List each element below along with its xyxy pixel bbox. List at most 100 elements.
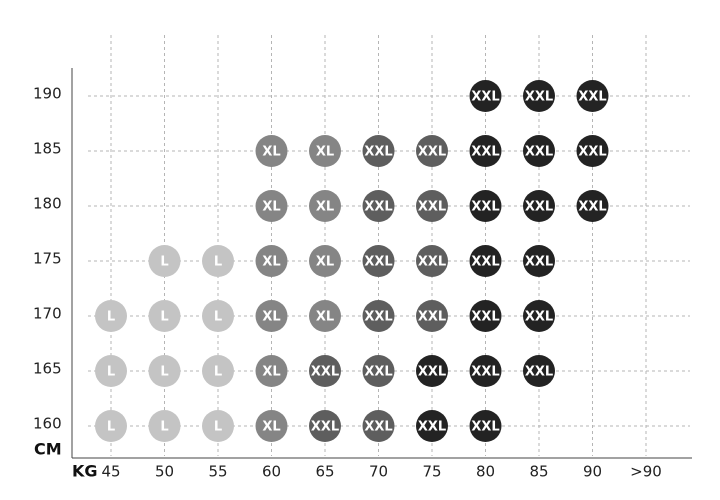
size-label: XXL	[311, 420, 339, 435]
size-dot	[469, 80, 502, 112]
size-dot	[523, 300, 555, 332]
size-dot	[469, 245, 502, 277]
size-dot	[309, 190, 341, 222]
size-label: XXL	[471, 90, 499, 105]
size-label: XXL	[418, 420, 446, 435]
size-dot	[148, 355, 181, 387]
y-tick-label: 180	[33, 195, 62, 213]
size-label: XXL	[311, 365, 339, 380]
x-tick-label: 50	[155, 463, 174, 481]
size-label: XL	[316, 255, 334, 270]
size-label: XXL	[525, 145, 553, 160]
size-dot	[309, 410, 341, 442]
size-dot	[95, 410, 127, 442]
size-dot	[416, 190, 448, 222]
size-label: L	[214, 255, 222, 270]
size-label: XXL	[418, 365, 446, 380]
size-label: XXL	[364, 145, 392, 160]
size-dot	[576, 190, 609, 222]
size-label: L	[214, 365, 222, 380]
size-label: L	[107, 310, 115, 325]
size-dot	[255, 410, 288, 442]
size-dot	[523, 80, 555, 112]
size-dot	[523, 355, 555, 387]
size-label: L	[214, 420, 222, 435]
size-dot	[309, 300, 341, 332]
y-tick-label: 170	[33, 305, 62, 323]
size-label: XL	[262, 365, 280, 380]
size-dot	[255, 300, 288, 332]
size-dot	[469, 300, 502, 332]
size-dot	[255, 190, 288, 222]
size-label: XXL	[525, 200, 553, 215]
y-tick-label: 165	[33, 360, 62, 378]
y-unit: CM	[34, 440, 62, 459]
x-tick-label: 70	[369, 463, 388, 481]
size-dot	[148, 300, 181, 332]
size-label: XXL	[418, 310, 446, 325]
size-dot	[255, 355, 288, 387]
size-dot	[309, 355, 341, 387]
size-dot	[416, 410, 448, 442]
y-tick-label: 175	[33, 250, 62, 268]
size-dot	[202, 410, 234, 442]
size-label: XXL	[525, 90, 553, 105]
size-dot	[523, 135, 555, 167]
size-dot	[202, 355, 234, 387]
x-tick-label: 55	[208, 463, 227, 481]
size-dot	[469, 355, 502, 387]
size-dot	[362, 355, 395, 387]
size-label: XXL	[471, 200, 499, 215]
size-label: XXL	[525, 310, 553, 325]
size-label: XL	[316, 145, 334, 160]
size-dot	[202, 300, 234, 332]
size-dot	[576, 135, 609, 167]
size-label: XXL	[525, 365, 553, 380]
size-label: XL	[262, 420, 280, 435]
size-dot	[362, 135, 395, 167]
size-label: XXL	[364, 365, 392, 380]
size-dot	[95, 355, 127, 387]
size-label: XL	[316, 310, 334, 325]
x-tick-label: 60	[262, 463, 281, 481]
size-dot	[95, 300, 127, 332]
size-label: XL	[262, 145, 280, 160]
size-label: XXL	[578, 200, 606, 215]
x-tick-label: >90	[630, 463, 662, 481]
size-label: L	[160, 365, 168, 380]
size-dot	[416, 135, 448, 167]
size-dot	[362, 245, 395, 277]
size-label: XXL	[418, 200, 446, 215]
size-label: L	[107, 420, 115, 435]
size-dot	[148, 410, 181, 442]
size-label: XXL	[364, 200, 392, 215]
size-label: XXL	[471, 255, 499, 270]
size-label: XXL	[471, 365, 499, 380]
size-dot	[416, 300, 448, 332]
x-tick-label: 85	[529, 463, 548, 481]
size-label: XL	[262, 310, 280, 325]
size-dot	[362, 410, 395, 442]
x-tick-label: 80	[476, 463, 495, 481]
size-dot	[309, 245, 341, 277]
size-dot	[523, 190, 555, 222]
size-label: XXL	[578, 90, 606, 105]
size-label: XXL	[525, 255, 553, 270]
size-dot	[362, 190, 395, 222]
size-label: XXL	[418, 255, 446, 270]
size-label: L	[107, 365, 115, 380]
x-tick-label: 65	[315, 463, 334, 481]
size-label: L	[214, 310, 222, 325]
size-label: XL	[262, 200, 280, 215]
size-label: XXL	[578, 145, 606, 160]
size-label: L	[160, 310, 168, 325]
y-tick-label: 190	[33, 85, 62, 103]
x-tick-label: 45	[101, 463, 120, 481]
x-tick-label: 90	[583, 463, 602, 481]
size-label: L	[160, 420, 168, 435]
size-label: L	[160, 255, 168, 270]
size-dot	[202, 245, 234, 277]
size-label: XL	[262, 255, 280, 270]
size-dot	[469, 410, 502, 442]
size-dot	[255, 245, 288, 277]
